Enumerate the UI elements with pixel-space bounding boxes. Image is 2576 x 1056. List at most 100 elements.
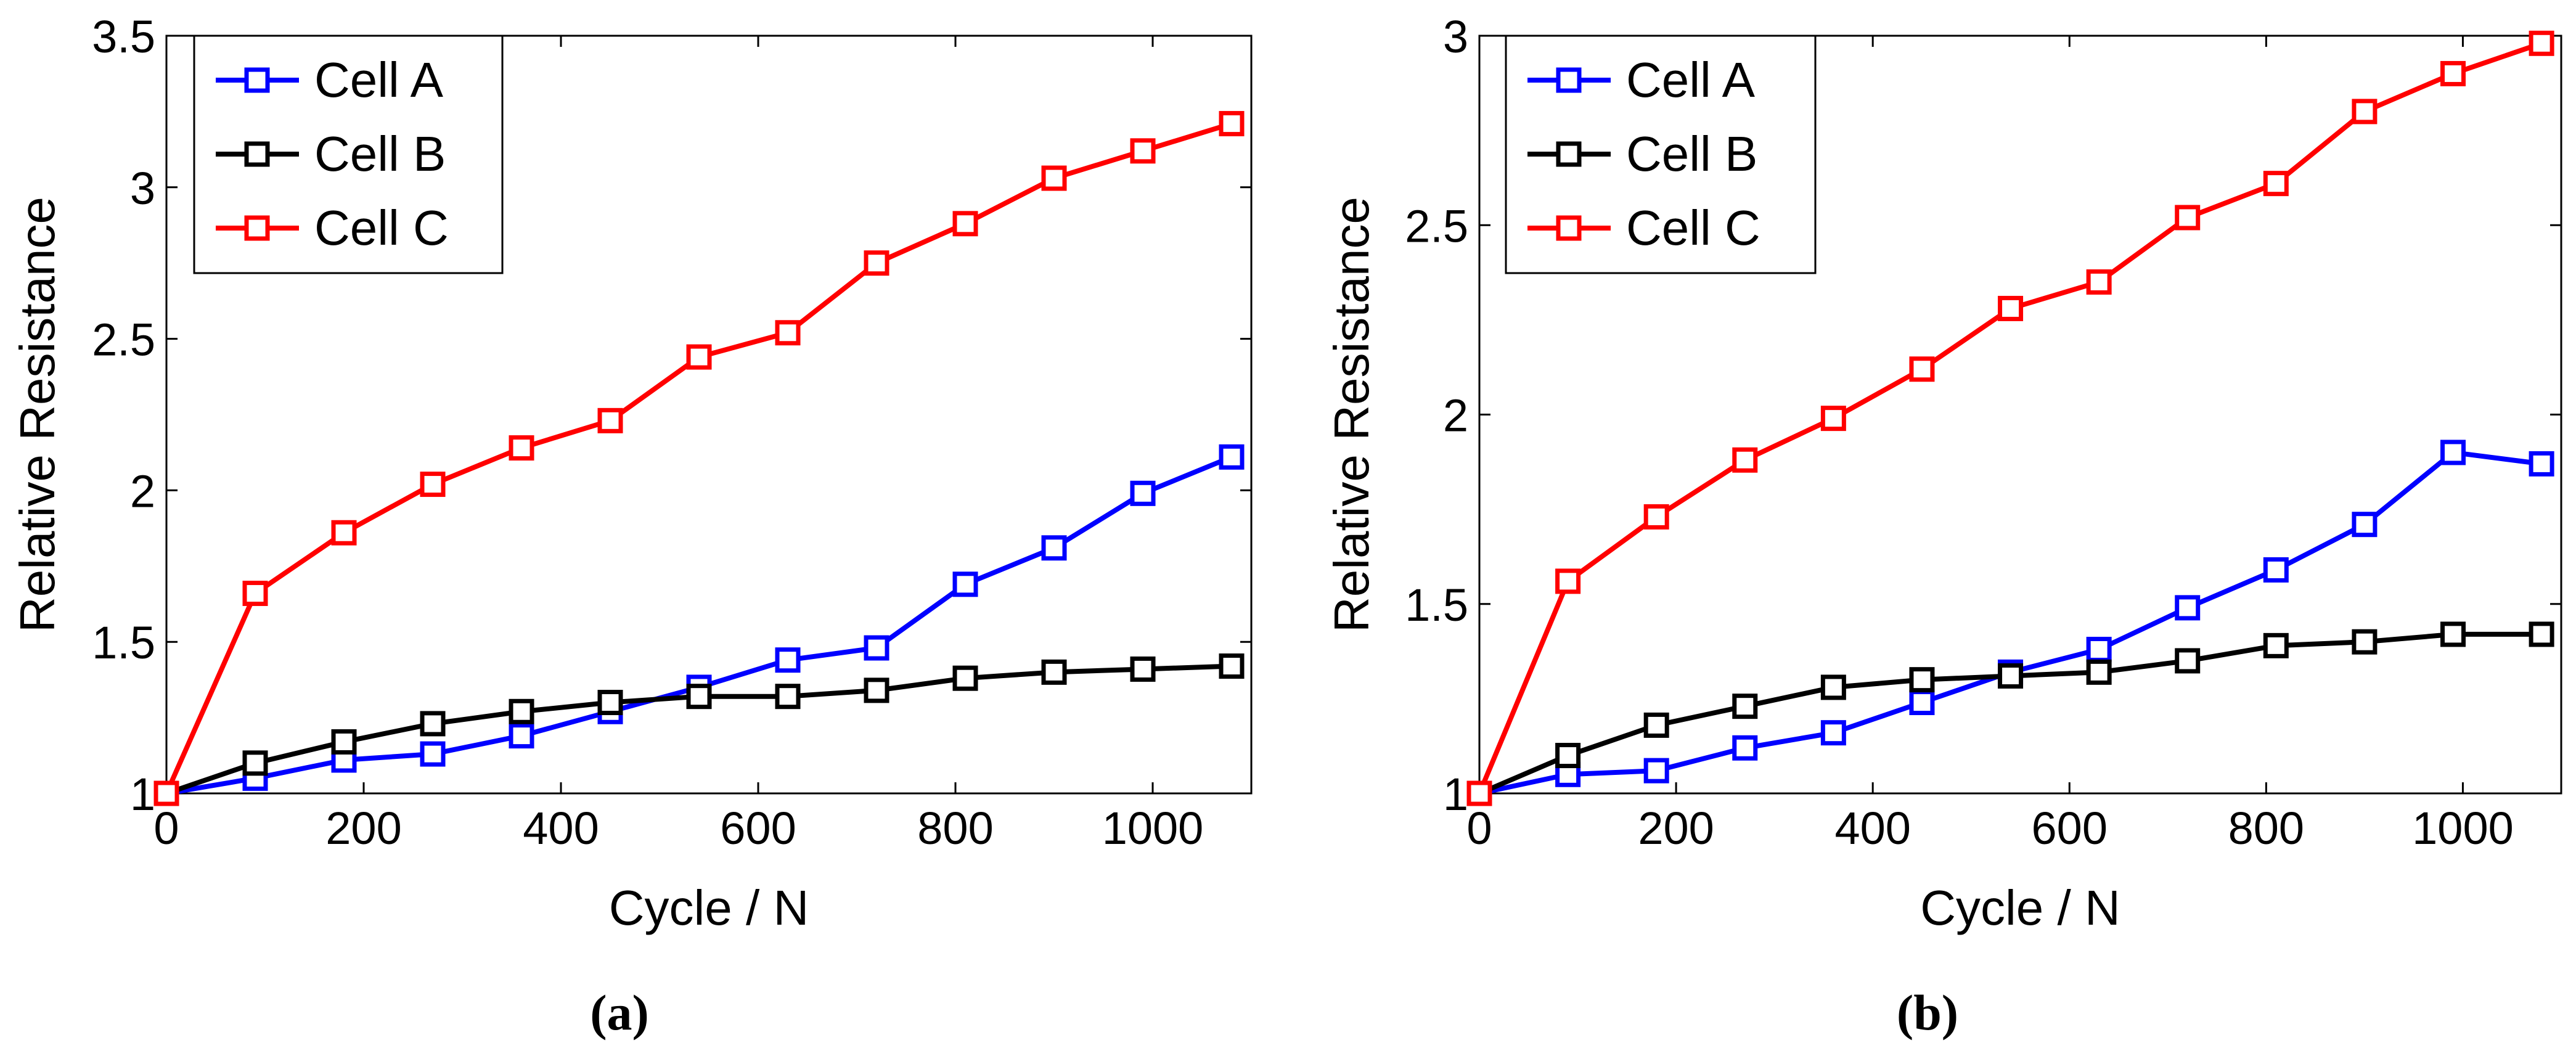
legend-label: Cell A <box>314 52 444 107</box>
legend-item: Cell A <box>216 52 444 107</box>
x-tick-label: 800 <box>917 803 993 854</box>
series-cell-c <box>153 111 1245 806</box>
data-point <box>775 684 801 710</box>
data-point <box>509 698 534 724</box>
y-tick-label: 1 <box>1443 769 1468 820</box>
y-tick-label: 2.5 <box>92 314 155 366</box>
x-tick-label: 400 <box>1834 803 1910 854</box>
data-point <box>864 635 889 661</box>
y-tick-label: 1.5 <box>1405 579 1468 631</box>
data-point <box>1643 758 1669 784</box>
data-point <box>2263 632 2289 658</box>
legend-item: Cell C <box>1527 200 1760 255</box>
y-tick-label: 2 <box>130 465 155 517</box>
legend-marker <box>1556 141 1582 167</box>
data-point <box>952 211 978 237</box>
x-tick-label: 400 <box>523 803 599 854</box>
data-point <box>2529 451 2554 477</box>
data-point <box>1820 406 1846 432</box>
data-point <box>1998 295 2024 321</box>
data-point <box>864 677 889 703</box>
panel-label: (b) <box>1897 984 1958 1041</box>
x-tick-label: 600 <box>2032 803 2108 854</box>
data-point <box>2352 629 2378 655</box>
data-point <box>1219 653 1245 679</box>
legend-marker <box>1556 67 1582 93</box>
x-axis-label: Cycle / N <box>1920 880 2120 935</box>
data-point <box>242 750 268 776</box>
series-line <box>166 454 1233 796</box>
legend-label: Cell B <box>1626 126 1757 181</box>
x-tick-label: 0 <box>153 803 179 854</box>
data-point <box>1555 568 1581 594</box>
data-point <box>509 723 534 749</box>
data-point <box>1643 504 1669 530</box>
data-point <box>1466 780 1492 806</box>
data-point <box>686 344 712 370</box>
data-point <box>1219 111 1245 137</box>
legend-item: Cell B <box>216 126 446 181</box>
legend-label: Cell C <box>1626 200 1760 255</box>
data-point <box>242 581 268 607</box>
legend: Cell A Cell B Cell C <box>193 35 504 274</box>
data-point <box>775 320 801 346</box>
data-point <box>2352 99 2378 125</box>
data-point <box>2529 30 2554 56</box>
series-cell-c <box>1466 30 2554 806</box>
panel-label: (a) <box>590 984 649 1041</box>
x-tick-label: 1000 <box>2412 803 2514 854</box>
data-point <box>1909 356 1935 382</box>
data-point <box>1643 712 1669 738</box>
data-point <box>775 647 801 673</box>
x-axis-label: Cycle / N <box>609 880 809 935</box>
data-point <box>597 690 623 716</box>
y-tick-label: 3.5 <box>92 11 155 62</box>
data-point <box>2440 60 2466 86</box>
data-point <box>1732 694 1758 719</box>
series-line <box>1479 449 2542 796</box>
legend-marker <box>244 67 270 93</box>
data-point <box>952 571 978 597</box>
chart-panel-a: 0 200 400 600 800 1000 1 1.5 2 2.5 3 3.5 Cycle / N Re… <box>10 11 1253 1041</box>
data-point <box>153 780 179 806</box>
series-cell-b <box>153 653 1245 806</box>
x-tick-label: 800 <box>2228 803 2304 854</box>
data-point <box>2440 621 2466 647</box>
y-tick-label: 3 <box>130 163 155 214</box>
data-point <box>331 520 357 546</box>
chart-panel-b: 0 200 400 600 800 1000 1 1.5 2 2.5 3 Cycle / N Relat… <box>1324 11 2562 1041</box>
data-point <box>1130 480 1156 506</box>
data-point <box>331 729 357 755</box>
legend-label: Cell C <box>314 200 449 255</box>
legend-item: Cell B <box>1527 126 1757 181</box>
data-point <box>2175 205 2201 231</box>
y-tick-label: 1.5 <box>92 617 155 668</box>
legend-marker <box>244 141 270 167</box>
y-tick-label: 2.5 <box>1405 200 1468 252</box>
data-point <box>1041 535 1067 561</box>
data-point <box>1130 656 1156 682</box>
y-axis-label: Relative Resistance <box>10 197 65 632</box>
legend-label: Cell B <box>314 126 446 181</box>
data-point <box>864 250 889 276</box>
data-point <box>2529 621 2554 647</box>
data-point <box>1820 720 1846 746</box>
y-tick-label: 3 <box>1443 11 1468 62</box>
x-tick-label: 200 <box>1638 803 1714 854</box>
y-tick-label: 1 <box>130 769 155 820</box>
y-tick-label: 2 <box>1443 390 1468 441</box>
data-point <box>2086 269 2112 295</box>
legend-label: Cell A <box>1626 52 1756 107</box>
x-tick-label: 1000 <box>1102 803 1204 854</box>
data-point <box>1820 674 1846 700</box>
x-tick-label: 600 <box>720 803 796 854</box>
data-point <box>2175 595 2201 621</box>
data-point <box>1041 165 1067 191</box>
plot-frame <box>165 35 1253 795</box>
data-point <box>1732 447 1758 473</box>
data-point <box>597 407 623 433</box>
legend-marker <box>244 215 270 241</box>
legend-item: Cell C <box>216 200 449 255</box>
data-point <box>1130 138 1156 164</box>
